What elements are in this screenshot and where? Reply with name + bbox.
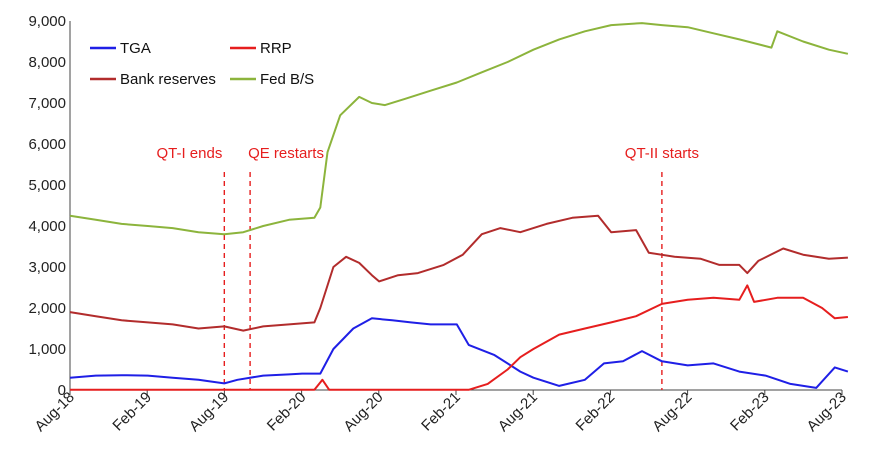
annotation-label: QT-II starts [625,145,699,162]
annotation-label: QT-I ends [156,145,222,162]
x-tick-label: Aug-18 [32,389,78,435]
y-tick-label: 7,000 [28,95,66,112]
series-line [69,22,849,236]
y-tick-label: 6,000 [28,136,66,153]
legend-label: Bank reserves [120,71,216,88]
series-line [69,214,848,332]
x-tick-label: Feb-21 [418,389,464,435]
y-tick-label: 9,000 [28,13,66,30]
legend: TGA RRP Bank reserves Fed B/S [90,40,314,88]
y-tick-label: 1,000 [28,341,66,358]
y-tick-label: 3,000 [28,259,66,276]
y-tick-label: 5,000 [28,177,66,194]
x-tick-label: Aug-22 [649,389,695,435]
y-tick-label: 4,000 [28,218,66,235]
series-line [70,284,848,391]
x-tick-label: Feb-19 [109,389,155,435]
annotation-label: QE restarts [248,145,324,162]
series-line [69,317,849,389]
legend-label: TGA [120,40,151,57]
legend-label: Fed B/S [260,71,314,88]
y-tick-label: 2,000 [28,300,66,317]
x-tick-label: Aug-21 [495,389,541,435]
x-tick-label: Feb-20 [264,389,310,435]
x-tick-label: Feb-23 [727,389,773,435]
x-tick-label: Aug-23 [804,389,850,435]
x-tick-label: Aug-20 [340,389,386,435]
series-lines [69,22,849,391]
annotations: QT-I ends QE restarts QT-II starts [156,145,699,390]
y-tick-label: 0 [58,382,66,399]
x-tick-label: Aug-19 [186,389,232,435]
x-tick-label: Feb-22 [573,389,619,435]
y-tick-label: 8,000 [28,54,66,71]
legend-label: RRP [260,40,292,57]
